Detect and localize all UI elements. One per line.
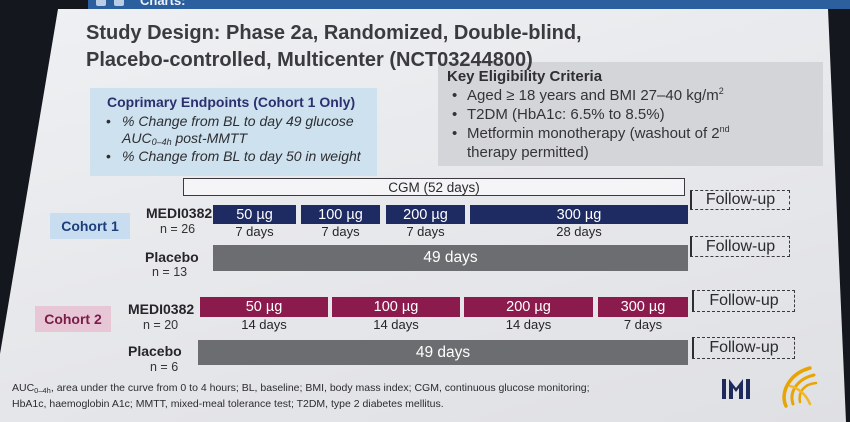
dose-duration: 7 days [235, 224, 274, 239]
follow-up-label: Follow-up [705, 191, 776, 208]
cohort-2-dose-bar: 200 µg [464, 297, 593, 317]
cohort-1-active-follow-up: Follow-up [690, 190, 790, 210]
footnote-line-1: AUC0–4h, area under the curve from 0 to … [12, 380, 590, 396]
cohort-1-active-arm-label: MEDI0382 [146, 205, 213, 221]
footnote: AUC0–4h, area under the curve from 0 to … [12, 380, 590, 412]
follow-up-label: Follow-up [709, 339, 779, 356]
ribbon-title: Charts: [140, 0, 186, 8]
cohort-1-placebo-follow-up: Follow-up [690, 236, 790, 257]
footnote-abbr: AUC [12, 382, 35, 394]
dose-duration: 28 days [556, 224, 602, 239]
endpoint-text: % Change from BL to day 49 glucose [122, 113, 354, 129]
coprimary-endpoints-box: Coprimary Endpoints (Cohort 1 Only) % Ch… [90, 88, 377, 176]
app-ribbon: Charts: [88, 0, 850, 9]
cohort-2-active-follow-up: Follow-up [692, 290, 795, 312]
cohort-2-dose-bar: 300 µg [598, 297, 688, 317]
follow-up-label: Follow-up [705, 237, 776, 255]
coprimary-endpoints-list: % Change from BL to day 49 glucoseAUC0–4… [106, 113, 361, 165]
dose-duration: 7 days [321, 224, 360, 239]
cohort-2-dose-bar: 100 µg [332, 297, 460, 317]
cgm-label: CGM (52 days) [388, 179, 480, 195]
eligibility-item: Aged ≥ 18 years and BMI 27–40 kg/m2 [452, 86, 730, 105]
cohort-1-dose-bar: 50 µg [213, 205, 296, 224]
dose-label: 200 µg [506, 299, 551, 315]
dose-label: 100 µg [318, 206, 363, 223]
slide-title-line-2: Placebo-controlled, Multicenter (NCT0324… [86, 49, 533, 71]
endpoint-item: % Change from BL to day 50 in weight [106, 148, 361, 165]
slide-title-line-1: Study Design: Phase 2a, Randomized, Doub… [86, 22, 582, 44]
cohort-2-label: Cohort 2 [35, 306, 111, 332]
eligibility-text: Metformin monotherapy (washout of 2 [467, 125, 720, 142]
endpoint-item: % Change from BL to day 49 glucoseAUC0–4… [106, 113, 361, 147]
cohort-1-placebo-bar: 49 days [213, 245, 688, 271]
app-icon[interactable] [96, 0, 106, 6]
coprimary-endpoints-heading: Coprimary Endpoints (Cohort 1 Only) [107, 94, 356, 110]
cgm-period-box: CGM (52 days) [183, 178, 685, 196]
dose-duration: 14 days [373, 317, 419, 332]
endpoint-auc-subscript: 0–4h [151, 137, 172, 147]
follow-up-label: Follow-up [709, 292, 779, 309]
dose-label: 100 µg [373, 299, 419, 315]
eligibility-item: Metformin monotherapy (washout of 2nd the… [452, 124, 730, 162]
placebo-duration: 49 days [415, 343, 471, 361]
cohort-2-active-n: n = 20 [143, 318, 179, 332]
eligibility-text: T2DM (HbA1c: 6.5% to 8.5%) [467, 106, 665, 123]
endpoint-suffix: post-MMTT [171, 130, 248, 146]
eligibility-heading: Key Eligibility Criteria [447, 68, 603, 85]
endpoint-auc: AUC [122, 130, 152, 146]
dose-label: 50 µg [236, 206, 273, 223]
cohort-1-label-text: Cohort 1 [61, 218, 119, 234]
cohort-2-active-arm-label: MEDI0382 [128, 301, 195, 317]
cohort-2-label-text: Cohort 2 [44, 311, 102, 327]
dose-label: 300 µg [556, 206, 602, 223]
cohort-1-dose-bar: 300 µg [470, 205, 688, 224]
menu-icon[interactable] [114, 0, 124, 6]
cohort-2-placebo-n: n = 6 [150, 360, 179, 374]
cohort-1-placebo-n: n = 13 [152, 265, 188, 279]
placebo-duration: 49 days [423, 249, 478, 266]
eligibility-list: Aged ≥ 18 years and BMI 27–40 kg/m2 T2DM… [452, 86, 730, 162]
eligibility-text: Aged ≥ 18 years and BMI 27–40 kg/m [467, 87, 719, 104]
eligibility-box: Key Eligibility Criteria Aged ≥ 18 years… [438, 62, 823, 166]
cohort-2-placebo-follow-up: Follow-up [692, 337, 795, 359]
m-logo-icon [722, 379, 750, 399]
cohort-2-dose-bar: 50 µg [200, 297, 328, 317]
eligibility-superscript: 2 [718, 86, 724, 96]
cohort-1-label: Cohort 1 [50, 213, 130, 239]
footnote-abbr-subscript: 0–4h [34, 386, 51, 395]
dose-label: 50 µg [245, 299, 283, 315]
dose-duration: 14 days [241, 317, 287, 332]
cohort-1-dose-bar: 100 µg [301, 205, 380, 224]
eligibility-item: T2DM (HbA1c: 6.5% to 8.5%) [452, 105, 730, 124]
dose-duration: 14 days [505, 317, 552, 332]
eligibility-text-continuation: therapy permitted) [467, 144, 589, 161]
eligibility-superscript: nd [719, 124, 730, 134]
dose-duration: 7 days [406, 224, 445, 239]
dose-duration: 7 days [623, 317, 663, 332]
cohort-2-placebo-arm-label: Placebo [128, 343, 182, 359]
footnote-line-1-text: , area under the curve from 0 to 4 hours… [50, 382, 590, 394]
footnote-line-2: HbA1c, haemoglobin A1c; MMTT, mixed-meal… [12, 398, 444, 410]
cohort-1-dose-bar: 200 µg [386, 205, 465, 224]
cohort-1-placebo-arm-label: Placebo [145, 249, 199, 265]
dose-label: 300 µg [620, 299, 666, 315]
cohort-1-active-n: n = 26 [160, 222, 196, 236]
cohort-2-placebo-bar: 49 days [198, 340, 688, 365]
endpoint-text: % Change from BL to day 50 in weight [122, 148, 361, 164]
swirl-logo-icon [782, 366, 818, 408]
dose-label: 200 µg [403, 206, 448, 223]
